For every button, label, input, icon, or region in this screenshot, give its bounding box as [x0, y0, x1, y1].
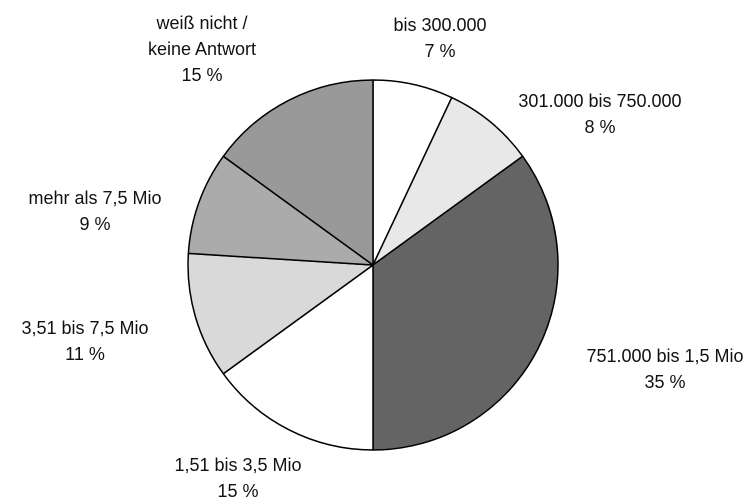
slice-label: 1,51 bis 3,5 Mio 15 %: [118, 452, 358, 499]
value-label: 9 %: [79, 214, 111, 234]
slice: [187, 252, 374, 375]
value-label: 8 %: [584, 117, 616, 137]
slice-label: 3,51 bis 7,5 Mio 11 %: [0, 315, 205, 367]
value-label: 15 %: [181, 65, 223, 85]
slice: [372, 155, 559, 451]
slice: [222, 79, 374, 266]
slice-label: weiß nicht / keine Antwort 15 %: [82, 10, 322, 88]
slice: [222, 264, 374, 451]
category-label: mehr als 7,5 Mio: [28, 188, 162, 208]
category-label: 1,51 bis 3,5 Mio: [174, 455, 302, 475]
slice-label: mehr als 7,5 Mio 9 %: [0, 185, 215, 237]
category-label: bis 300.000: [393, 15, 487, 35]
value-label: 15 %: [217, 481, 259, 499]
slice-label: 751.000 bis 1,5 Mio 35 %: [545, 343, 749, 395]
slice: [187, 155, 374, 266]
category-label: 301.000 bis 750.000: [518, 91, 682, 111]
slice-label: 301.000 bis 750.000 8 %: [480, 88, 720, 140]
slice-label: bis 300.000 7 %: [320, 12, 560, 64]
value-label: 35 %: [644, 372, 686, 392]
slice: [372, 96, 524, 266]
category-label: 751.000 bis 1,5 Mio: [586, 346, 744, 366]
value-label: 11 %: [65, 344, 105, 364]
category-label: 3,51 bis 7,5 Mio: [21, 318, 149, 338]
category-label: weiß nicht / keine Antwort: [147, 13, 257, 59]
value-label: 7 %: [424, 41, 456, 61]
